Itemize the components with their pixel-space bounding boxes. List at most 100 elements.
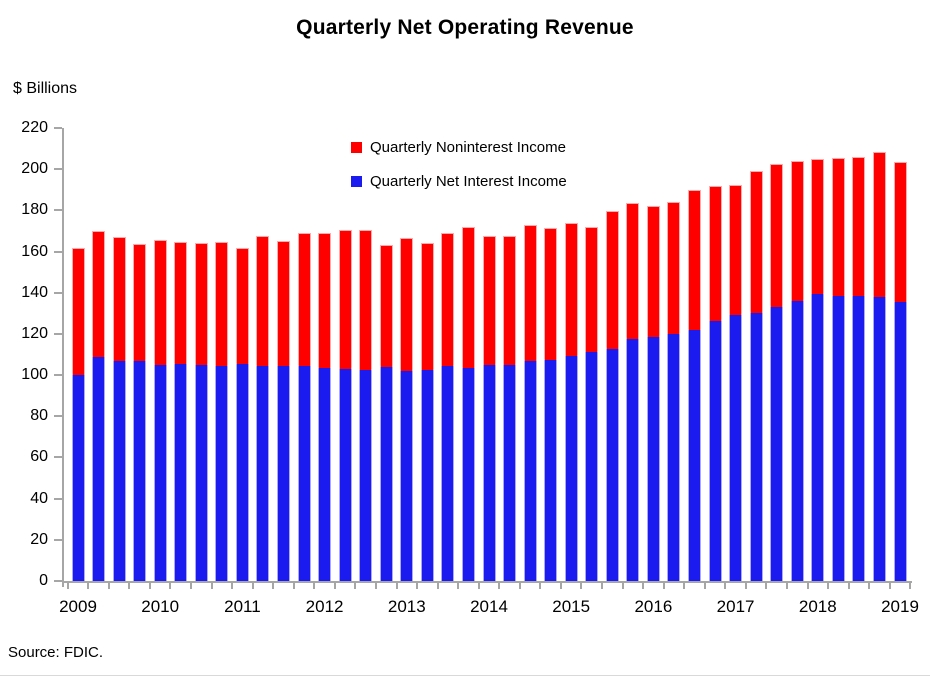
- x-year-label: 2011: [224, 597, 261, 616]
- x-tick-mark: [395, 583, 398, 589]
- bar-segment-noninterest: [831, 157, 845, 296]
- bar-segment-noninterest: [235, 248, 249, 364]
- bar-segment-net-interest: [523, 360, 537, 581]
- bar-segment-net-interest: [503, 364, 517, 581]
- x-tick-mark: [231, 583, 234, 589]
- bar-segment-noninterest: [92, 230, 106, 357]
- x-year-label: 2019: [881, 597, 919, 616]
- bar-segment-noninterest: [626, 203, 640, 340]
- bar-segment-noninterest: [194, 243, 208, 365]
- x-tick-mark: [333, 583, 336, 589]
- bar-segment-noninterest: [297, 233, 311, 366]
- bar-segment-net-interest: [811, 293, 825, 581]
- bar-segment-net-interest: [235, 363, 249, 581]
- bar-segment-noninterest: [523, 224, 537, 361]
- x-tick-mark: [292, 583, 295, 589]
- bar-segment-net-interest: [92, 356, 106, 581]
- y-tick-label: 20: [30, 530, 48, 548]
- x-tick-mark: [477, 583, 480, 589]
- bar-segment-noninterest: [153, 240, 167, 365]
- bar-segment-net-interest: [256, 365, 270, 581]
- bar-segment-net-interest: [729, 315, 743, 581]
- x-tick-mark: [909, 583, 912, 589]
- y-tick-mark: [54, 332, 62, 335]
- bar-segment-net-interest: [153, 364, 167, 581]
- x-tick-mark: [765, 583, 768, 589]
- bar-segment-net-interest: [359, 369, 373, 581]
- y-tick-mark: [54, 456, 62, 459]
- x-tick-mark: [107, 583, 110, 589]
- y-tick-label: 200: [21, 160, 48, 178]
- y-tick-label: 0: [39, 572, 48, 589]
- bar-segment-noninterest: [708, 185, 722, 321]
- x-tick-mark: [827, 583, 830, 589]
- y-tick-label: 60: [30, 448, 48, 466]
- bar-segment-noninterest: [256, 236, 270, 366]
- x-tick-mark: [148, 583, 151, 589]
- x-tick-mark: [724, 583, 727, 589]
- y-tick-mark: [54, 168, 62, 171]
- bar-segment-noninterest: [441, 233, 455, 366]
- y-tick-mark: [54, 538, 62, 541]
- bar-segment-net-interest: [318, 367, 332, 581]
- x-tick-mark: [416, 583, 419, 589]
- y-tick-label: 180: [21, 201, 48, 219]
- y-tick-mark: [54, 250, 62, 253]
- bar-segment-net-interest: [194, 364, 208, 581]
- chart-title: Quarterly Net Operating Revenue: [296, 16, 634, 39]
- bar-segment-noninterest: [564, 222, 578, 356]
- bar-segment-noninterest: [688, 189, 701, 330]
- source-note: Source: FDIC.: [8, 644, 104, 661]
- bar-segment-noninterest: [359, 229, 373, 370]
- bar-segment-net-interest: [893, 301, 907, 581]
- bar-segment-net-interest: [400, 370, 414, 581]
- y-tick-mark: [54, 209, 62, 212]
- bar-segment-noninterest: [71, 248, 85, 376]
- x-tick-mark: [354, 583, 357, 589]
- y-tick-mark: [54, 291, 62, 294]
- x-tick-mark: [498, 583, 501, 589]
- x-tick-mark: [785, 583, 788, 589]
- x-tick-mark: [642, 583, 645, 589]
- y-tick-mark: [54, 127, 62, 129]
- bar-segment-noninterest: [872, 151, 886, 297]
- legend-label: Quarterly Net Interest Income: [370, 172, 567, 190]
- x-year-label: 2009: [59, 597, 97, 616]
- x-tick-mark: [601, 583, 604, 589]
- bar-segment-net-interest: [770, 307, 784, 581]
- x-tick-mark: [210, 583, 213, 589]
- bar-segment-noninterest: [400, 238, 414, 371]
- bar-segment-net-interest: [688, 329, 701, 581]
- bar-segment-noninterest: [318, 233, 332, 368]
- x-tick-mark: [436, 583, 439, 589]
- y-axis-units-label: $ Billions: [13, 80, 78, 97]
- bar-segment-net-interest: [482, 364, 496, 581]
- bar-segment-net-interest: [872, 296, 886, 581]
- x-axis-line: [62, 581, 912, 583]
- bar-segment-net-interest: [338, 368, 352, 581]
- y-tick-label: 40: [30, 489, 48, 507]
- x-year-label: 2012: [305, 597, 344, 616]
- legend-item-net-interest: Quarterly Net Interest Income: [351, 170, 567, 192]
- bar-segment-net-interest: [71, 375, 85, 581]
- bar-segment-net-interest: [585, 352, 599, 581]
- bar-segment-noninterest: [174, 242, 188, 364]
- bar-segment-net-interest: [749, 313, 763, 581]
- x-tick-mark: [457, 583, 460, 589]
- x-tick-mark: [128, 583, 131, 589]
- bar-segment-net-interest: [564, 355, 578, 581]
- bar-segment-net-interest: [420, 369, 434, 581]
- x-year-label: 2017: [716, 597, 755, 616]
- bar-segment-noninterest: [215, 242, 229, 366]
- bar-segment-net-interest: [112, 360, 126, 581]
- bar-segment-net-interest: [708, 320, 722, 581]
- legend-swatch-red: [351, 141, 362, 153]
- bar-segment-net-interest: [667, 333, 681, 581]
- x-tick-mark: [559, 583, 562, 589]
- bar-segment-net-interest: [831, 295, 845, 581]
- bar-segment-noninterest: [811, 158, 825, 294]
- x-tick-mark: [87, 583, 90, 589]
- x-tick-mark: [272, 583, 275, 589]
- x-tick-mark: [190, 583, 193, 589]
- bar-segment-noninterest: [729, 184, 743, 316]
